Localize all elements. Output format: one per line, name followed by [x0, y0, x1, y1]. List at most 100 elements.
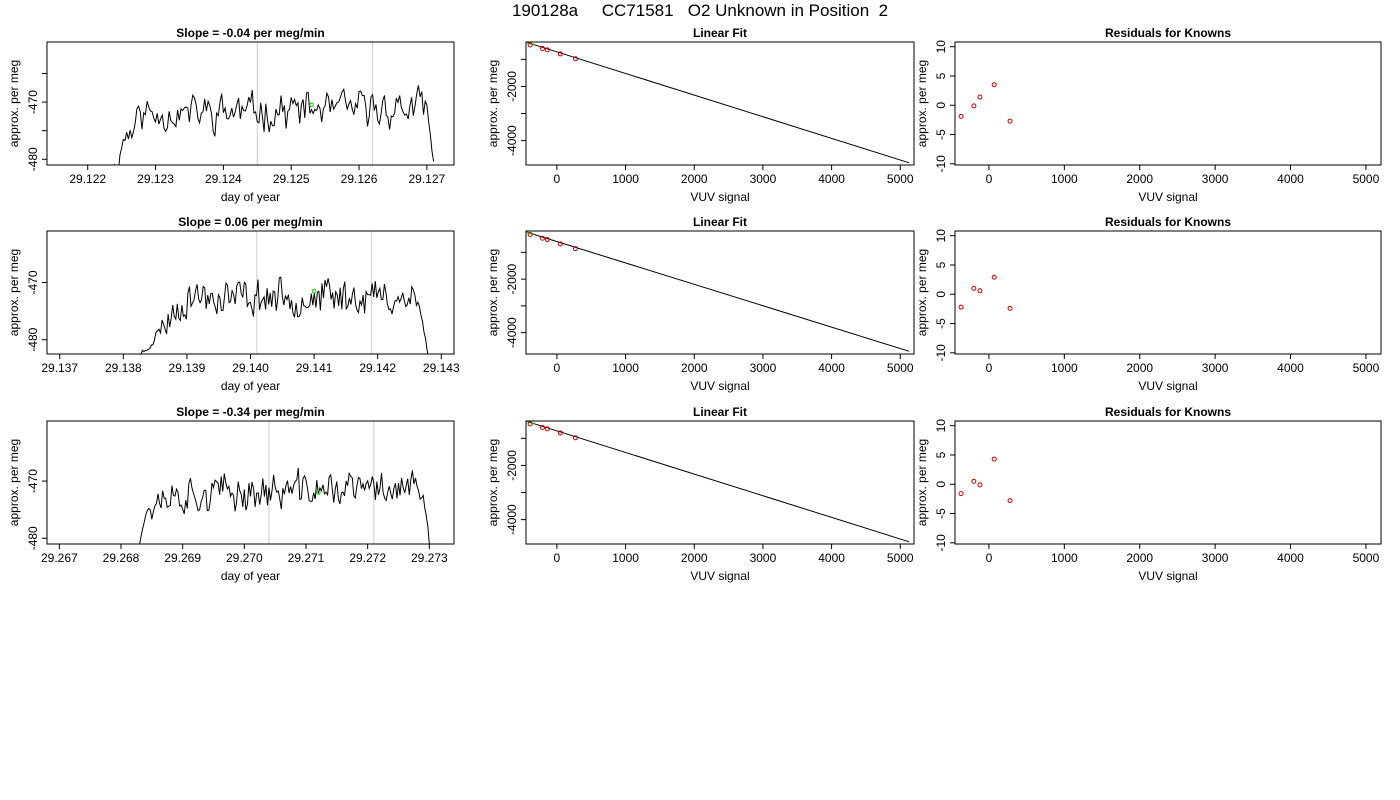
x-tick-label: 1000: [1051, 361, 1078, 375]
y-axis-label: approx. per meg: [7, 249, 21, 336]
panel-timeseries-3: Slope = -0.34 per meg/min day of year appr…: [7, 405, 455, 583]
x-axis-label: VUV signal: [690, 379, 749, 393]
unknown-marker: [311, 288, 317, 294]
x-tick-label: 0: [986, 172, 993, 186]
panel-title: Linear Fit: [693, 405, 747, 419]
plot-frame: [525, 420, 915, 545]
data-point: [527, 42, 533, 48]
panel-linear-fit-2: Linear Fit VUV signal approx. per meg 0 1000…: [486, 215, 915, 393]
x-tick-label: 2000: [1126, 551, 1153, 565]
data-point: [544, 237, 550, 243]
x-tick-label: 5000: [887, 172, 914, 186]
x-tick-label: 4000: [1277, 551, 1304, 565]
x-tick-label: 29.269: [164, 551, 201, 565]
plot-frame: [46, 420, 455, 545]
y-tick-label: -470: [26, 270, 40, 294]
panel-timeseries-2: Slope = 0.06 per meg/min day of year appro…: [7, 215, 460, 393]
panel-linear-fit-1: Linear Fit VUV signal approx. per meg 0 1000…: [486, 26, 915, 204]
data-point: [539, 235, 545, 241]
fit-line: [527, 42, 910, 164]
data-point: [991, 456, 997, 462]
data-point: [971, 478, 977, 484]
x-axis-label: day of year: [221, 190, 280, 204]
plot-area: [526, 231, 910, 352]
panel-title: Slope = 0.06 per meg/min: [178, 215, 322, 229]
x-tick-label: 29.142: [359, 361, 396, 375]
x-tick-label: 5000: [887, 551, 914, 565]
y-tick-label: -10: [934, 534, 948, 552]
x-tick-label: 29.272: [349, 551, 386, 565]
data-point: [971, 285, 977, 291]
y-axis-label: approx. per meg: [486, 60, 500, 147]
data-point: [977, 94, 983, 100]
x-tick-label: 4000: [1277, 361, 1304, 375]
panel-title: Slope = -0.04 per meg/min: [176, 26, 324, 40]
x-tick-label: 1000: [1051, 551, 1078, 565]
x-tick-label: 1000: [612, 551, 639, 565]
x-tick-label: 29.127: [409, 172, 446, 186]
y-axis-label: approx. per meg: [915, 439, 929, 526]
data-point: [991, 82, 997, 88]
panel-residuals-1: Residuals for Knowns VUV signal approx. pe…: [915, 26, 1382, 204]
x-axis-label: day of year: [221, 569, 280, 583]
panel-residuals-2: Residuals for Knowns VUV signal approx. pe…: [915, 215, 1382, 393]
x-tick-label: 29.273: [411, 551, 448, 565]
y-tick-label: 0: [934, 291, 948, 298]
x-tick-label: 2000: [681, 172, 708, 186]
x-tick-label: 2000: [1126, 361, 1153, 375]
y-tick-label: 0: [934, 481, 948, 488]
data-point: [557, 51, 563, 57]
x-tick-label: 29.271: [288, 551, 325, 565]
x-tick-label: 1000: [612, 172, 639, 186]
plot-area: [139, 421, 430, 544]
x-axis-label: VUV signal: [690, 569, 749, 583]
y-tick-label: 5: [934, 451, 948, 458]
plot-frame: [46, 41, 455, 166]
x-tick-label: 29.138: [105, 361, 142, 375]
x-tick-label: 29.124: [205, 172, 242, 186]
data-point: [1007, 498, 1013, 504]
plot-area: [140, 231, 429, 354]
y-tick-label: -470: [26, 90, 40, 114]
x-tick-label: 29.123: [137, 172, 174, 186]
x-axis-label: VUV signal: [690, 190, 749, 204]
y-tick-label: -480: [26, 147, 40, 171]
data-trace: [139, 467, 430, 544]
x-tick-label: 29.268: [103, 551, 140, 565]
data-point: [977, 288, 983, 294]
unknown-marker: [316, 490, 321, 495]
panel-title: Linear Fit: [693, 215, 747, 229]
x-tick-label: 0: [986, 361, 993, 375]
data-point: [958, 491, 964, 497]
x-axis-label: VUV signal: [1138, 569, 1197, 583]
x-axis-label: day of year: [221, 379, 280, 393]
plot-area: [114, 42, 435, 165]
x-tick-label: 3000: [1202, 172, 1229, 186]
plot-area: [526, 42, 910, 164]
plot-area: [526, 421, 910, 543]
x-tick-label: 0: [554, 551, 561, 565]
x-tick-label: 29.122: [69, 172, 106, 186]
data-point: [958, 304, 964, 310]
y-axis-label: approx. per meg: [486, 439, 500, 526]
plot-frame: [46, 230, 455, 355]
panel-residuals-3: Residuals for Knowns VUV signal approx. pe…: [915, 405, 1382, 583]
x-tick-label: 1000: [612, 361, 639, 375]
data-point: [539, 425, 545, 431]
panel-linear-fit-3: Linear Fit VUV signal approx. per meg 0 1000…: [486, 405, 915, 583]
x-tick-label: 3000: [1202, 361, 1229, 375]
data-trace: [140, 276, 429, 354]
y-tick-label: 10: [934, 229, 948, 243]
x-tick-label: 2000: [681, 361, 708, 375]
x-tick-label: 4000: [1277, 172, 1304, 186]
plot-frame: [954, 41, 1382, 166]
data-trace: [114, 85, 435, 165]
y-tick-label: 0: [934, 102, 948, 109]
data-point: [977, 482, 983, 488]
panel-title: Slope = -0.34 per meg/min: [176, 405, 324, 419]
x-tick-label: 5000: [1353, 172, 1380, 186]
x-tick-label: 29.267: [41, 551, 78, 565]
y-tick-label: -470: [26, 469, 40, 493]
x-axis-label: VUV signal: [1138, 190, 1197, 204]
x-tick-label: 0: [554, 361, 561, 375]
